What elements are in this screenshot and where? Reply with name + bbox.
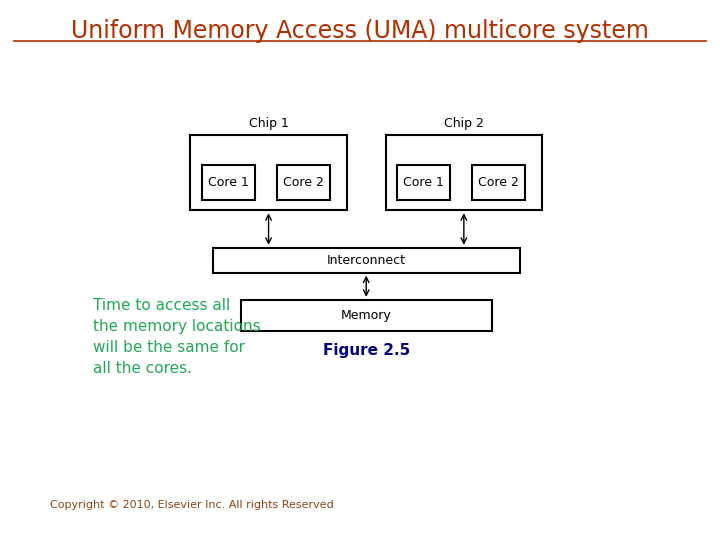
Text: U: U [621,488,643,511]
Text: Memory: Memory [341,309,392,322]
Text: UNIVERSITY: UNIVERSITY [648,497,690,502]
Text: Chip 1: Chip 1 [248,118,289,131]
Text: Chip 2: Chip 2 [444,118,484,131]
Bar [190,136,347,210]
Bar [202,165,255,200]
Bar [213,248,520,273]
Text: Core 1: Core 1 [207,176,248,189]
Bar [277,165,330,200]
Text: Uniform Memory Access (UMA) multicore system: Uniform Memory Access (UMA) multicore sy… [71,19,649,43]
Text: Time to access all
the memory locations
will be the same for
all the cores.: Time to access all the memory locations … [93,298,261,376]
Text: Core 2: Core 2 [478,176,519,189]
Text: THE: THE [661,483,678,491]
Bar [240,300,492,331]
Text: Figure 2.5: Figure 2.5 [323,343,410,359]
Bar [386,136,542,210]
Bar [472,165,526,200]
Text: OF UTAH: OF UTAH [654,508,685,513]
Text: Copyright © 2010, Elsevier Inc. All rights Reserved: Copyright © 2010, Elsevier Inc. All righ… [50,500,334,510]
Text: Core 1: Core 1 [403,176,444,189]
Text: Interconnect: Interconnect [327,254,405,267]
Bar [397,165,450,200]
Text: Core 2: Core 2 [283,176,324,189]
